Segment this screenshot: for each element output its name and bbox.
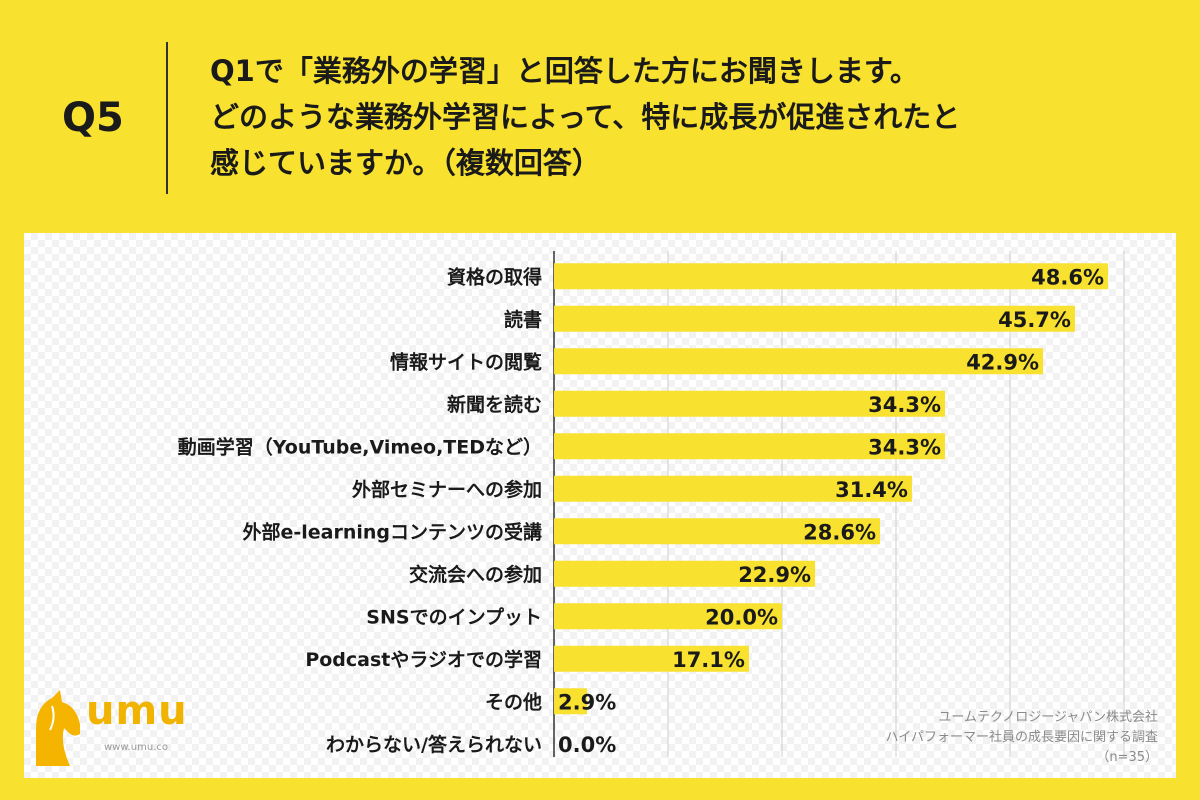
bar xyxy=(554,305,1075,332)
category-label: 動画学習（YouTube,Vimeo,TEDなど） xyxy=(178,435,542,458)
category-label: 情報サイトの閲覧 xyxy=(390,350,542,373)
category-label: 読書 xyxy=(504,308,542,331)
bar xyxy=(554,688,588,715)
question-number: Q5 xyxy=(62,95,124,141)
category-label: わからない/答えられない xyxy=(326,733,542,756)
source-n: （n=35） xyxy=(1096,750,1158,765)
logo-wordmark: umu xyxy=(86,688,188,734)
header-divider xyxy=(166,42,168,194)
bar xyxy=(554,348,1044,375)
value-label: 42.9% xyxy=(966,350,1039,374)
category-label: SNSでのインプット xyxy=(366,605,542,628)
value-label: 34.3% xyxy=(868,435,941,459)
category-label: その他 xyxy=(485,690,542,713)
category-label: 交流会への参加 xyxy=(409,563,542,586)
value-label: 48.6% xyxy=(1031,265,1104,289)
bar xyxy=(554,475,912,502)
value-label: 28.6% xyxy=(803,520,876,544)
bar xyxy=(554,518,881,545)
logo-url: www.umu.co xyxy=(104,742,169,753)
value-label: 22.9% xyxy=(738,563,811,587)
question-line: Q1で「業務外の学習」と回答した方にお聞きします。 xyxy=(210,54,919,88)
value-label: 20.0% xyxy=(705,605,778,629)
header: Q5 Q1で「業務外の学習」と回答した方にお聞きします。 どのような業務外学習に… xyxy=(0,0,1200,225)
source-note: ユームテクノロジージャパン株式会社 ハイパフォーマー社員の成長要因に関する調査 … xyxy=(758,708,1158,768)
bar xyxy=(554,433,946,460)
source-company: ユームテクノロジージャパン株式会社 xyxy=(938,710,1158,725)
question-line: 感じていますか。（複数回答） xyxy=(210,146,601,180)
category-label: 外部セミナーへの参加 xyxy=(352,478,542,501)
category-label: Podcastやラジオでの学習 xyxy=(305,648,542,671)
bar xyxy=(554,263,1109,290)
value-label: 45.7% xyxy=(998,308,1071,332)
question-text: Q1で「業務外の学習」と回答した方にお聞きします。 どのような業務外学習によって… xyxy=(210,48,1170,186)
question-line: どのような業務外学習によって、特に成長が促進されたと xyxy=(210,100,961,134)
category-label: 外部e-learningコンテンツの受講 xyxy=(242,520,542,543)
horse-head-logo-icon xyxy=(36,690,80,766)
category-label: 資格の取得 xyxy=(447,265,542,288)
chart-card: 資格の取得 48.6% 読書 45.7% 情報サイトの閲覧 42.9% 新聞を読む 34.3%… xyxy=(24,233,1176,778)
bar xyxy=(554,645,749,672)
bar-chart: 資格の取得 48.6% 読書 45.7% 情報サイトの閲覧 42.9% 新聞を読む 34.3%… xyxy=(178,251,1125,757)
value-label: 2.9% xyxy=(558,690,616,714)
category-label: 新聞を読む xyxy=(447,393,542,416)
bar xyxy=(554,560,816,587)
bar xyxy=(554,390,946,417)
bar xyxy=(554,603,782,630)
source-survey: ハイパフォーマー社員の成長要因に関する調査 xyxy=(885,730,1158,745)
value-label: 31.4% xyxy=(835,478,908,502)
value-label: 34.3% xyxy=(868,393,941,417)
value-label: 0.0% xyxy=(558,733,616,757)
value-label: 17.1% xyxy=(672,648,745,672)
umu-logo: umu www.umu.co xyxy=(30,688,190,778)
